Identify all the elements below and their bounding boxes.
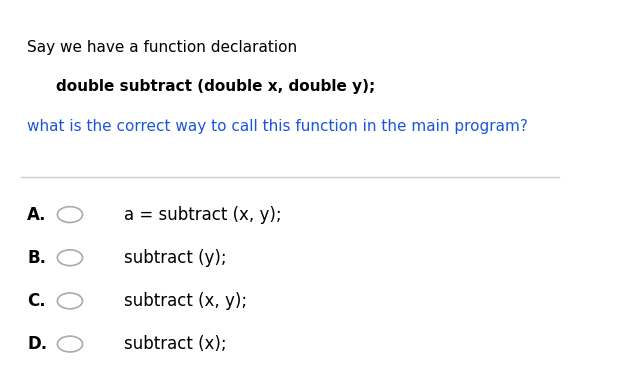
Text: subtract (x);: subtract (x); [124, 335, 227, 353]
Text: what is the correct way to call this function in the main program?: what is the correct way to call this fun… [27, 119, 528, 134]
Text: Say we have a function declaration: Say we have a function declaration [27, 40, 297, 55]
Text: subtract (x, y);: subtract (x, y); [124, 292, 247, 310]
Text: C.: C. [27, 292, 46, 310]
Text: D.: D. [27, 335, 47, 353]
Text: subtract (y);: subtract (y); [124, 249, 227, 267]
Text: A.: A. [27, 206, 46, 224]
Text: a = subtract (x, y);: a = subtract (x, y); [124, 206, 282, 224]
Text: double subtract (double x, double y);: double subtract (double x, double y); [56, 79, 375, 94]
Text: B.: B. [27, 249, 46, 267]
